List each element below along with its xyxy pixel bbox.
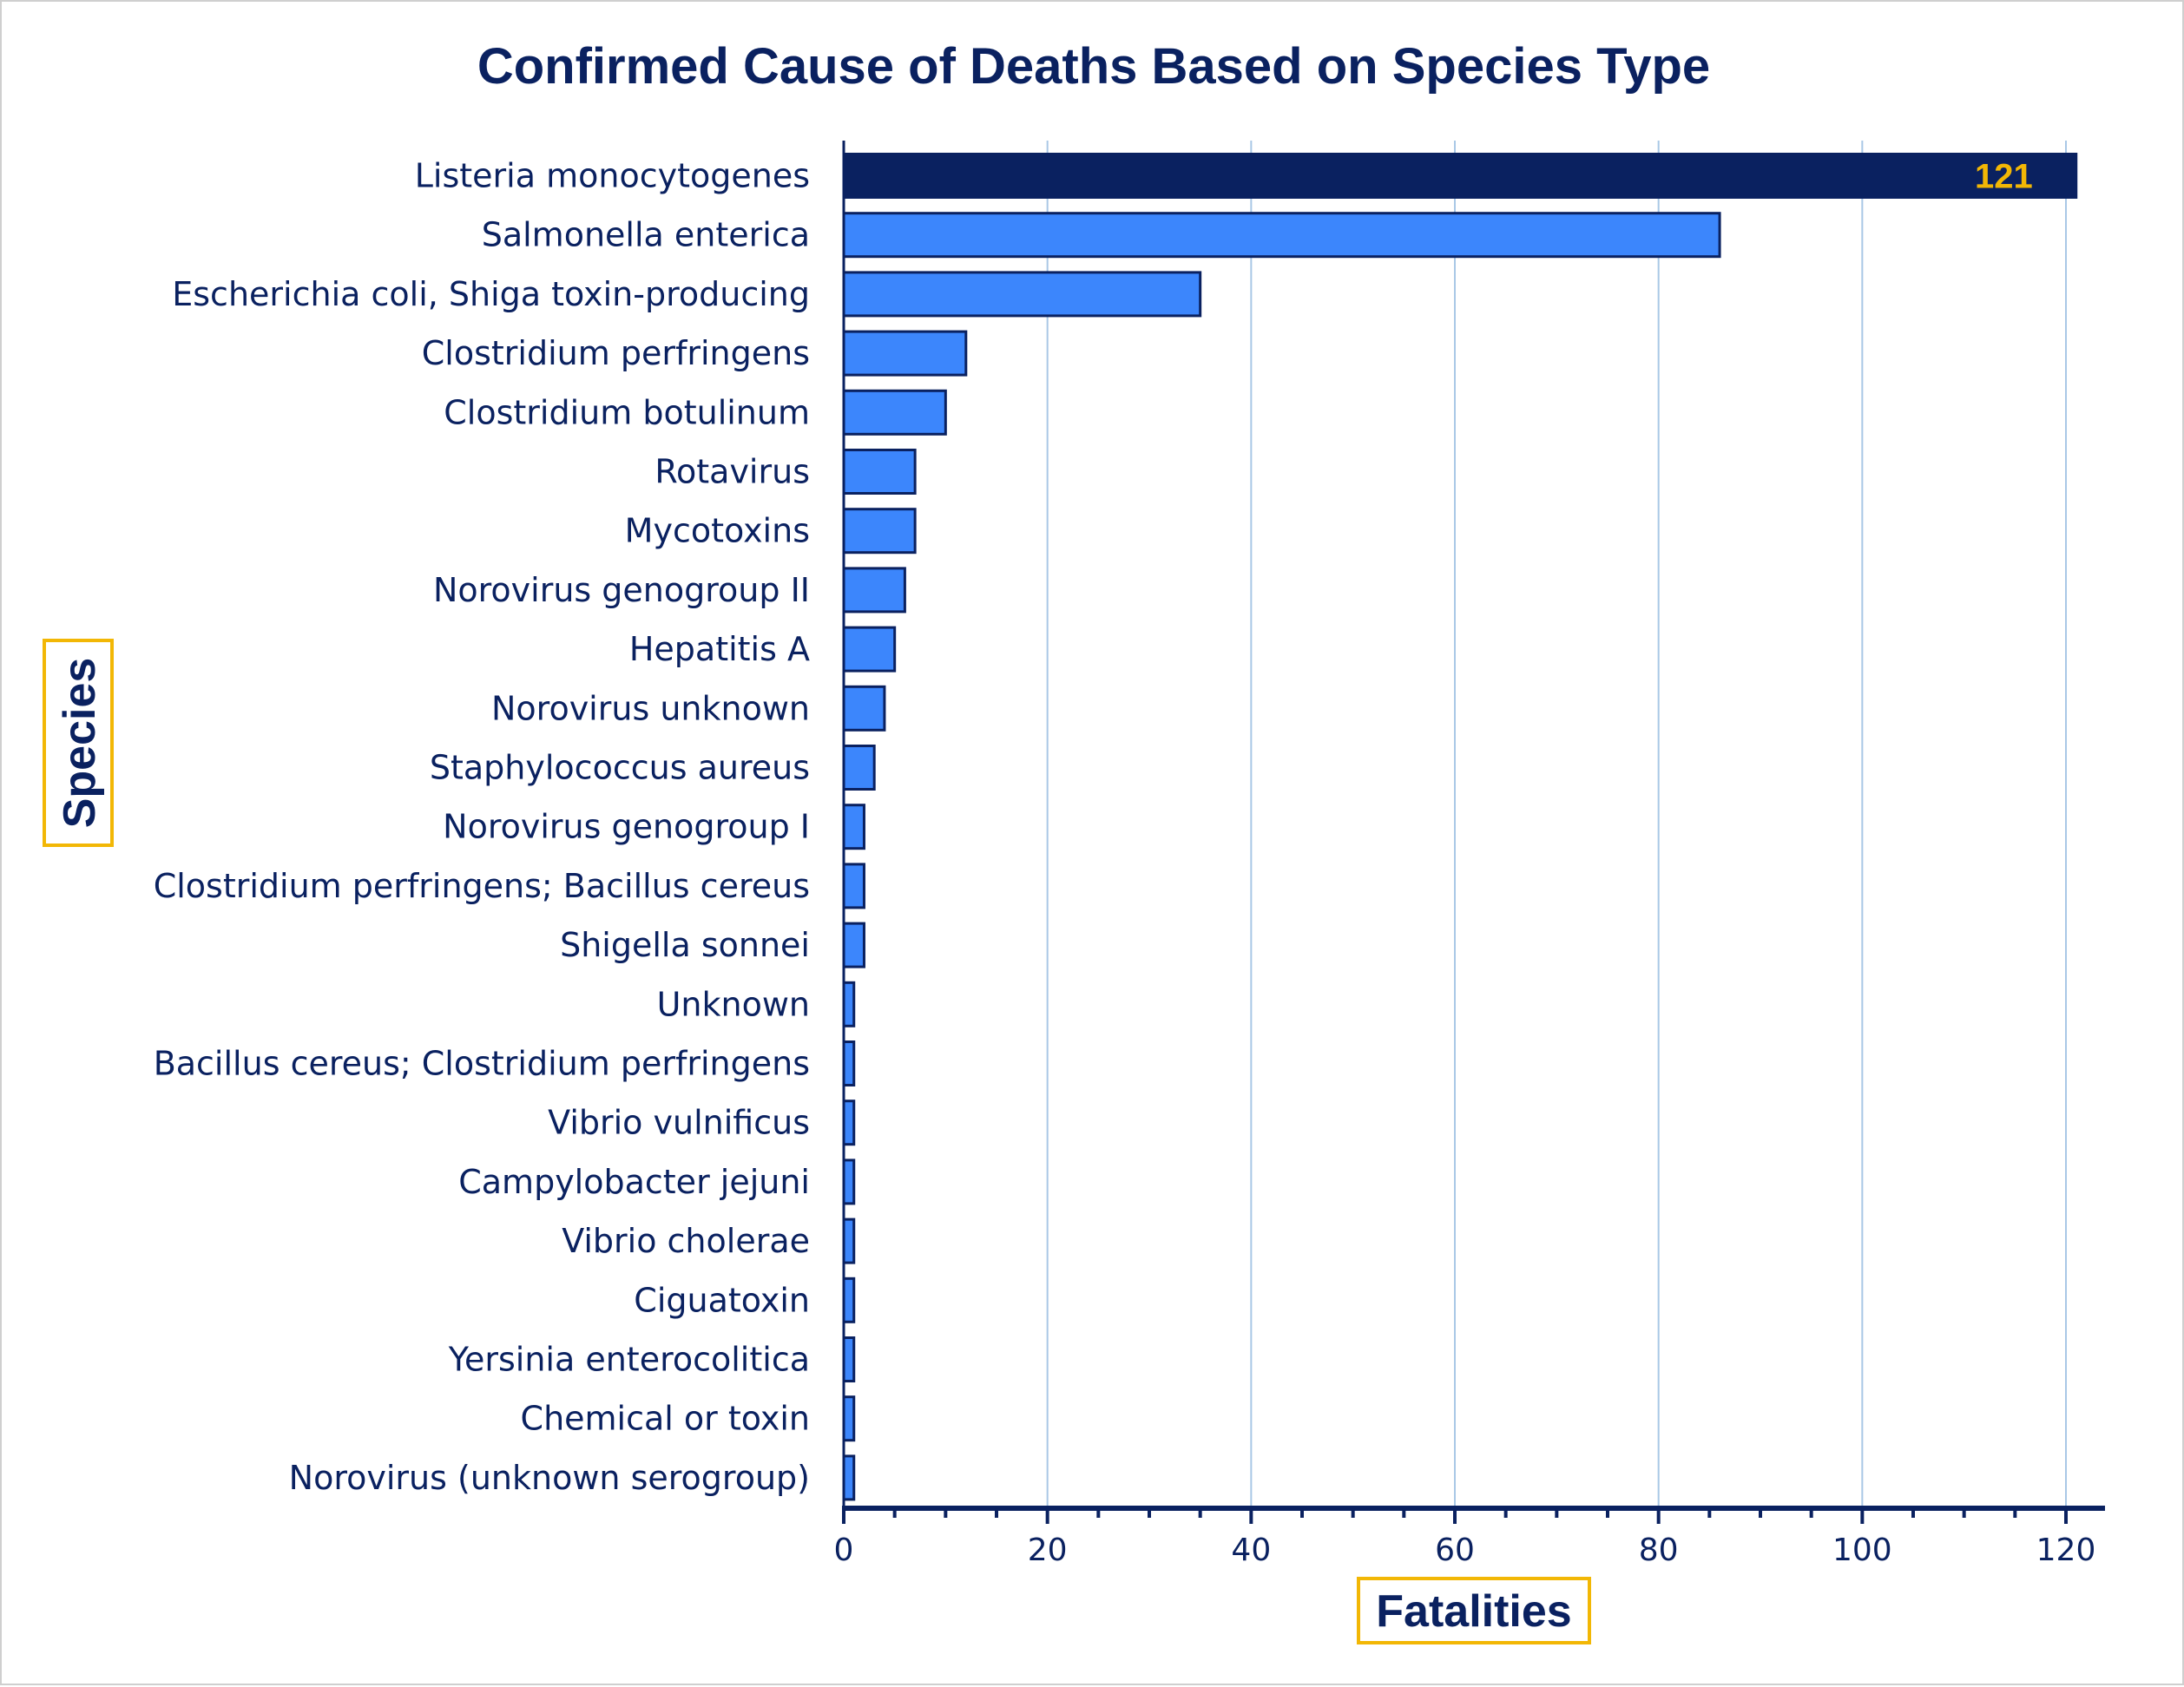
bar — [842, 863, 865, 909]
bar — [842, 1218, 856, 1264]
category-label: Rotavirus — [655, 453, 810, 491]
category-labels: Listeria monocytogenes Salmonella enteric… — [154, 157, 810, 1497]
bar — [842, 745, 876, 791]
category-label: Norovirus genogroup II — [433, 571, 810, 609]
category-label: Shigella sonnei — [560, 926, 810, 964]
bar — [842, 1100, 856, 1146]
bars: 121 — [842, 153, 2078, 1501]
category-label: Clostridium perfringens — [422, 334, 810, 372]
x-tick-label: 120 — [2036, 1533, 2096, 1568]
bar — [842, 508, 917, 555]
x-tick-label: 20 — [1028, 1533, 1068, 1568]
category-label: Clostridium perfringens; Bacillus cereus — [154, 867, 810, 905]
x-tick-label: 0 — [834, 1533, 854, 1568]
bar — [842, 1277, 856, 1323]
bar — [842, 271, 1202, 318]
bar — [842, 389, 947, 436]
chart-title: Confirmed Cause of Deaths Based on Speci… — [477, 38, 1710, 95]
category-label: Unknown — [657, 985, 810, 1023]
category-label: Clostridium botulinum — [444, 393, 810, 431]
bar — [842, 330, 968, 377]
x-tick-label: 60 — [1435, 1533, 1475, 1568]
category-label: Yersinia enterocolitica — [448, 1341, 810, 1379]
category-label: Campylobacter jejuni — [458, 1163, 810, 1201]
category-label: Hepatitis A — [629, 630, 810, 668]
bar — [842, 1336, 856, 1382]
category-label: Vibrio vulnificus — [548, 1104, 810, 1142]
x-tick-label: 40 — [1231, 1533, 1271, 1568]
grid-lines — [1046, 141, 2067, 1508]
category-label: Mycotoxins — [625, 512, 810, 550]
bar — [842, 685, 886, 732]
x-tick-label: 80 — [1639, 1533, 1679, 1568]
category-label: Norovirus genogroup I — [443, 808, 810, 846]
category-label: Salmonella enterica — [482, 216, 810, 254]
bar — [842, 567, 906, 614]
bar — [842, 1454, 856, 1501]
data-label: 121 — [1975, 158, 2033, 196]
category-label: Chemical or toxin — [521, 1400, 810, 1438]
bar — [842, 626, 897, 673]
bar — [842, 804, 865, 850]
bar — [842, 1395, 856, 1442]
bar — [842, 1040, 856, 1086]
x-axis-title: Fatalities — [1376, 1586, 1571, 1637]
category-label: Vibrio cholerae — [562, 1222, 810, 1260]
bar — [842, 449, 917, 495]
category-label: Norovirus unknown — [491, 689, 810, 727]
x-axis-title-box: Fatalities — [1357, 1577, 1591, 1644]
bar — [842, 981, 856, 1027]
bar — [842, 1159, 856, 1205]
category-label: Staphylococcus aureus — [430, 749, 810, 787]
bar — [842, 153, 2078, 199]
y-axis-title: Species — [55, 658, 105, 829]
category-label: Escherichia coli, Shiga toxin-producing — [172, 275, 810, 313]
category-label: Listeria monocytogenes — [415, 157, 810, 195]
category-label: Bacillus cereus; Clostridium perfringens — [154, 1045, 810, 1083]
x-axis: 0 20 40 60 80 100 120 — [834, 141, 2105, 1568]
x-tick-label: 100 — [1832, 1533, 1892, 1568]
bar — [842, 922, 865, 968]
bar — [842, 212, 1721, 259]
category-label: Norovirus (unknown serogroup) — [289, 1459, 810, 1497]
category-label: Ciguatoxin — [634, 1281, 810, 1319]
y-axis-title-box: Species — [43, 639, 114, 847]
